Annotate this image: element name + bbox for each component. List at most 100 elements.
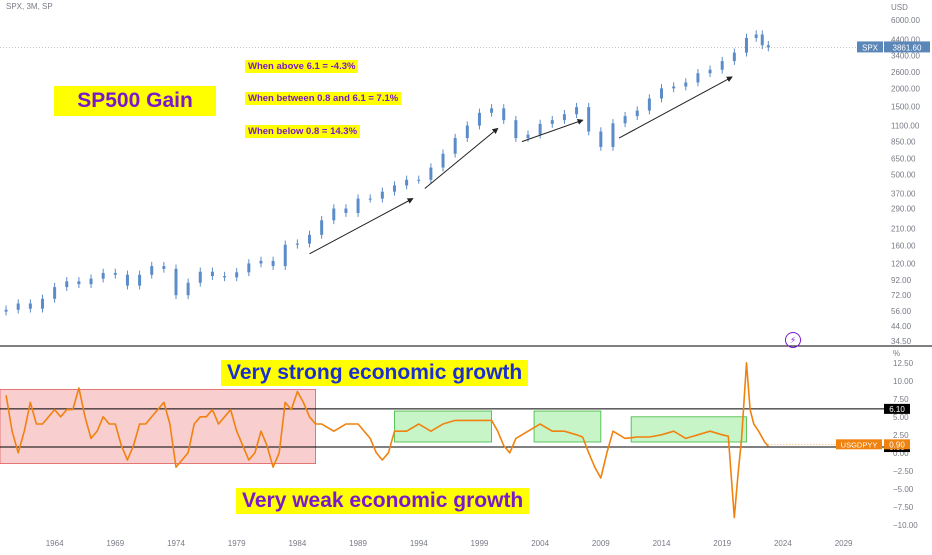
price-last-value: 3861.60: [893, 43, 922, 52]
price-candle: [283, 244, 287, 267]
price-candle: [514, 120, 518, 139]
price-candle: [295, 243, 299, 245]
x-tick-label: 1989: [349, 539, 367, 548]
price-candle: [259, 260, 263, 264]
x-tick-label: 1974: [167, 539, 185, 548]
price-candle: [150, 266, 154, 275]
price-candle: [65, 281, 69, 288]
price-tick-label: 34.50: [891, 337, 912, 346]
price-axis-unit: USD: [891, 3, 908, 12]
gdp-tick-label: −10.00: [893, 521, 918, 530]
lightning-icon[interactable]: ⚡: [785, 332, 801, 348]
trend-arrow: [424, 127, 499, 189]
price-candle: [53, 287, 57, 299]
price-candle: [587, 107, 591, 132]
price-tick-label: 1100.00: [891, 122, 920, 131]
price-candle: [186, 282, 190, 296]
price-candle: [28, 303, 32, 309]
reference-tag: [884, 403, 910, 414]
x-tick-label: 2024: [774, 539, 792, 548]
price-candle: [526, 134, 530, 139]
price-candle: [405, 179, 409, 186]
price-candle: [392, 185, 396, 192]
price-candle: [708, 69, 712, 74]
trend-arrow: [521, 118, 584, 143]
price-tick-label: 4400.00: [891, 35, 920, 44]
price-candle: [599, 131, 603, 147]
price-candle: [760, 34, 764, 46]
price-candle: [732, 52, 736, 62]
green-zone: [394, 410, 492, 443]
price-candle: [538, 123, 542, 135]
price-tick-label: 2000.00: [891, 84, 920, 93]
price-tick-label: 6000.00: [891, 16, 920, 25]
gdp-tick-label: −7.50: [893, 503, 914, 512]
x-tick-label: 1994: [410, 539, 428, 548]
price-candle: [575, 107, 579, 115]
price-candle: [113, 272, 117, 275]
gdp-tick-label: 12.50: [893, 359, 914, 368]
price-candle: [368, 198, 372, 200]
price-candle: [562, 114, 566, 121]
price-candle: [647, 98, 651, 111]
price-candle: [210, 271, 214, 277]
trend-arrow: [618, 76, 733, 139]
price-candle: [332, 208, 336, 221]
price-candle: [320, 220, 324, 235]
price-candle: [477, 112, 481, 126]
gdp-tick-label: −2.50: [893, 467, 914, 476]
price-candle: [490, 108, 494, 113]
price-candle: [40, 298, 44, 309]
x-tick-label: 2004: [531, 539, 549, 548]
x-tick-label: 2029: [835, 539, 853, 548]
x-tick-label: 1999: [471, 539, 489, 548]
price-series-tag: [857, 41, 883, 53]
price-tick-label: 2600.00: [891, 68, 920, 77]
weak-growth-label: Very weak economic growth: [236, 488, 530, 514]
red-zone: [0, 389, 316, 465]
price-candle: [766, 45, 770, 48]
price-candle: [308, 234, 312, 244]
price-candle: [429, 167, 433, 180]
price-candle: [744, 37, 748, 53]
price-tick-label: 650.00: [891, 154, 916, 163]
x-tick-label: 2014: [653, 539, 671, 548]
symbol-header: SPX, 3M, SP: [6, 2, 53, 11]
price-candle: [162, 266, 166, 269]
price-tick-label: 92.00: [891, 276, 912, 285]
gdp-last-value-tag: [884, 439, 910, 450]
price-candle: [223, 276, 227, 278]
price-candle: [635, 110, 639, 117]
price-candle: [660, 88, 664, 99]
price-candle: [453, 138, 457, 154]
gdp-series-line: [5, 362, 769, 519]
x-tick-label: 2019: [713, 539, 731, 548]
trend-arrow: [309, 198, 414, 255]
x-tick-label: 1969: [106, 539, 124, 548]
price-candle: [138, 274, 142, 286]
price-candle: [611, 123, 615, 147]
price-tick-label: 500.00: [891, 171, 916, 180]
price-candle: [271, 260, 275, 267]
price-candle: [16, 303, 20, 310]
gdp-tick-label: 5.00: [893, 413, 909, 422]
price-candle: [101, 272, 105, 279]
price-candle: [125, 274, 129, 286]
price-candle: [344, 208, 348, 213]
price-last-value-tag: [884, 41, 930, 53]
annotation-above: When above 6.1 = -4.3%: [245, 60, 359, 73]
price-tick-label: 3400.00: [891, 51, 920, 60]
price-candle: [174, 268, 178, 296]
price-tick-label: 56.00: [891, 307, 912, 316]
price-tick-label: 160.00: [891, 242, 916, 251]
price-candle: [550, 120, 554, 124]
strong-growth-label: Very strong economic growth: [221, 360, 529, 386]
price-tick-label: 850.00: [891, 138, 916, 147]
x-tick-label: 1964: [46, 539, 64, 548]
gdp-axis-unit: %: [893, 349, 900, 358]
price-candle: [720, 61, 724, 70]
price-candle: [4, 309, 8, 312]
price-candle: [198, 271, 202, 283]
price-candle: [754, 34, 758, 38]
